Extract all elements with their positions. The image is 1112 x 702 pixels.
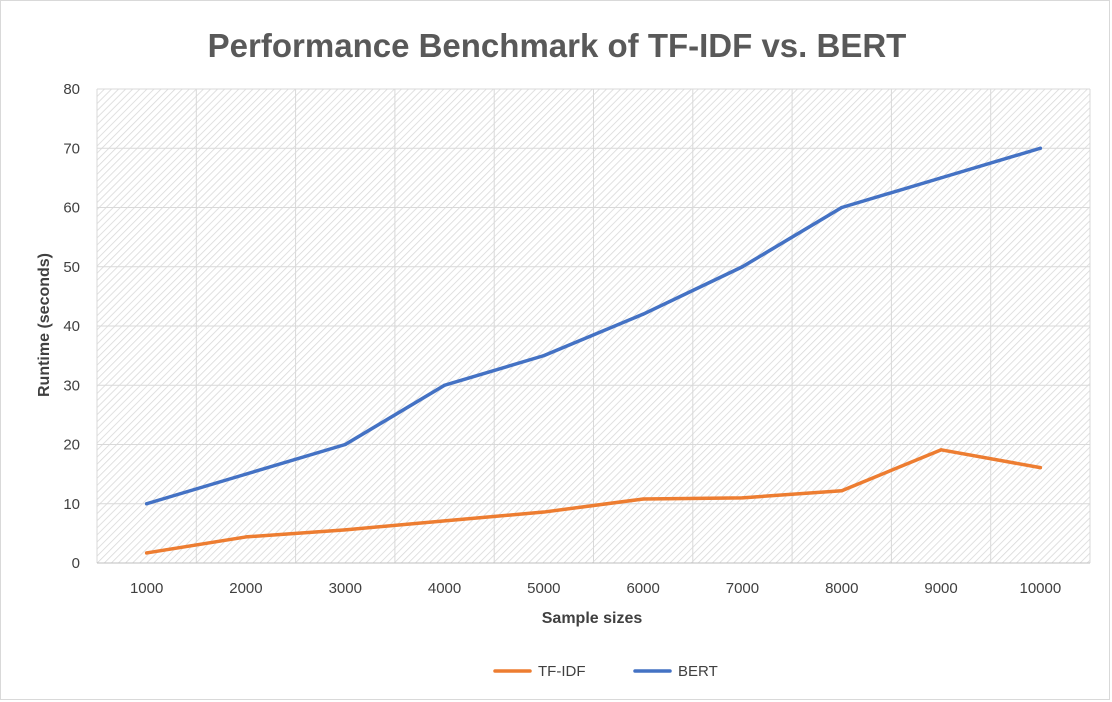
- data-point-tf-idf: [145, 551, 149, 555]
- data-point-tf-idf: [442, 519, 447, 523]
- series-lines: [144, 146, 1043, 555]
- data-point-bert: [244, 472, 248, 476]
- chart-title: Performance Benchmark of TF-IDF vs. BERT: [208, 27, 907, 64]
- y-tick-label: 80: [63, 81, 80, 98]
- x-tick-label: 6000: [626, 580, 659, 597]
- y-tick-label: 60: [63, 200, 80, 217]
- data-point-bert: [145, 502, 149, 506]
- y-tick-label: 40: [63, 318, 80, 335]
- data-point-bert: [542, 354, 546, 358]
- data-point-bert: [1038, 146, 1042, 150]
- series-line-tf-idf: [144, 448, 1043, 555]
- series-line-bert: [144, 146, 1043, 506]
- x-tick-label: 10000: [1019, 580, 1061, 597]
- data-point-tf-idf: [244, 535, 248, 539]
- gridlines: [96, 88, 1091, 564]
- x-tick-label: 2000: [229, 580, 262, 597]
- x-tick-label: 1000: [130, 580, 163, 597]
- data-point-tf-idf: [343, 528, 347, 532]
- x-tick-label: 4000: [428, 580, 461, 597]
- data-point-bert: [442, 383, 447, 387]
- y-tick-label: 0: [72, 555, 80, 572]
- x-tick-label: 5000: [527, 580, 560, 597]
- data-point-bert: [939, 176, 943, 180]
- y-tick-label: 30: [63, 377, 80, 394]
- y-tick-label: 20: [63, 437, 80, 454]
- data-point-bert: [740, 265, 745, 269]
- data-point-tf-idf: [1038, 466, 1042, 470]
- legend-label: BERT: [678, 663, 718, 680]
- data-point-tf-idf: [641, 497, 645, 501]
- legend-label: TF-IDF: [538, 663, 585, 680]
- x-tick-label: 8000: [825, 580, 858, 597]
- y-tick-label: 50: [63, 259, 80, 276]
- y-axis-title: Runtime (seconds): [36, 253, 53, 397]
- data-point-tf-idf: [939, 448, 943, 452]
- data-point-bert: [840, 205, 844, 210]
- x-tick-label: 9000: [924, 580, 957, 597]
- x-tick-label: 3000: [329, 580, 362, 597]
- y-tick-label: 70: [63, 140, 80, 157]
- data-point-bert: [343, 442, 347, 447]
- x-axis-ticks: 1000 2000 3000 4000 5000 6000 7000 8000 9000 1000…: [130, 580, 1061, 597]
- y-axis-ticks: 0 10 20 30 40 50 60 70 80: [63, 81, 80, 572]
- data-point-tf-idf: [840, 489, 844, 493]
- data-point-bert: [641, 312, 645, 316]
- legend: TF-IDF BERT: [493, 663, 718, 680]
- y-tick-label: 10: [63, 496, 80, 513]
- data-point-tf-idf: [740, 496, 745, 500]
- x-axis-title: Sample sizes: [542, 610, 643, 627]
- x-tick-label: 7000: [726, 580, 759, 597]
- data-point-tf-idf: [542, 510, 546, 514]
